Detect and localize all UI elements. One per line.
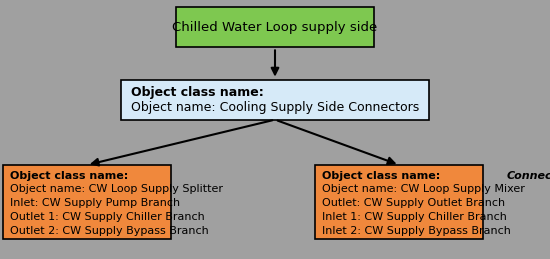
Bar [121,80,429,120]
Text: Object name: Cooling Supply Side Connectors: Object name: Cooling Supply Side Connect… [131,101,419,114]
Text: Object class name:: Object class name: [322,171,444,181]
Text: Inlet 1: CW Supply Chiller Branch: Inlet 1: CW Supply Chiller Branch [322,212,507,222]
Text: Object class name:: Object class name: [131,86,268,99]
Text: Chilled Water Loop supply side: Chilled Water Loop supply side [172,21,378,34]
Text: Connector:Splitter: Connector:Splitter [507,171,550,181]
Bar [176,7,374,47]
Text: Outlet 1: CW Supply Chiller Branch: Outlet 1: CW Supply Chiller Branch [10,212,205,222]
Text: Object class name:: Object class name: [10,171,132,181]
Text: Object name: CW Loop Supply Splitter: Object name: CW Loop Supply Splitter [10,184,223,195]
Bar [316,165,483,239]
Text: Inlet: CW Supply Pump Branch: Inlet: CW Supply Pump Branch [10,198,180,208]
Text: Outlet: CW Supply Outlet Branch: Outlet: CW Supply Outlet Branch [322,198,505,208]
Text: Outlet 2: CW Supply Bypass Branch: Outlet 2: CW Supply Bypass Branch [10,226,208,236]
Text: Inlet 2: CW Supply Bypass Branch: Inlet 2: CW Supply Bypass Branch [322,226,511,236]
Bar [3,165,170,239]
Text: Object name: CW Loop Supply Mixer: Object name: CW Loop Supply Mixer [322,184,525,195]
